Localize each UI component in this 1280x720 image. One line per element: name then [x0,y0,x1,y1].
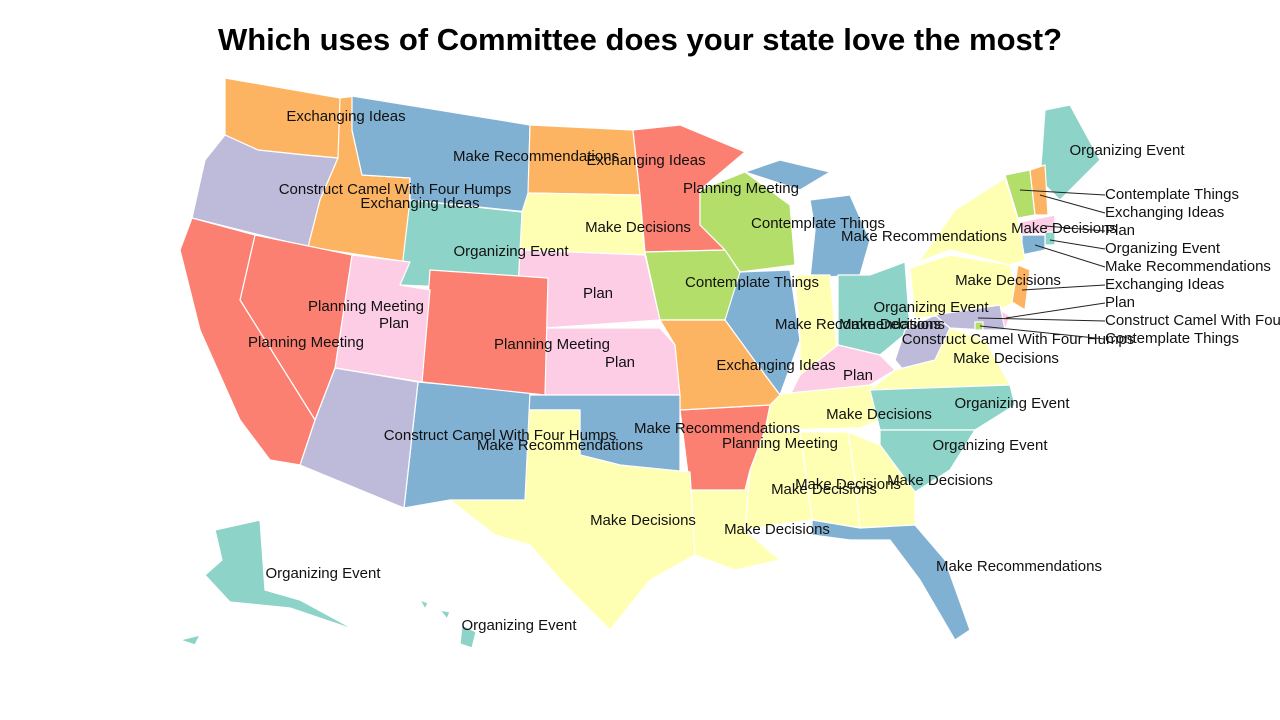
region-label: Make Decisions [955,272,1061,289]
region-label: Plan [379,315,409,332]
region-label: Make Recommendations [841,228,1007,245]
region-label: Construct Camel With Four Humps [279,181,512,198]
leader-line [1019,189,1106,196]
region-label: Contemplate Things [1105,330,1239,347]
leader-line [1039,194,1106,214]
region-label: Make Recommendations [477,437,643,454]
region [974,321,984,331]
leader-line [979,325,1106,340]
region-label: Make Decisions [585,219,691,236]
region-label: Exchanging Ideas [1105,204,1224,221]
region-label: Contemplate Things [685,274,819,291]
region-label: Planning Meeting [683,180,799,197]
region-label: Make Recommendations [775,316,941,333]
region-label: Organizing Event [461,617,577,634]
region-label: Make Decisions [887,472,993,489]
region-label: Exchanging Ideas [360,195,479,212]
region-label: Organizing Event [932,437,1048,454]
region-label: Construct Camel With Four Humps [1105,312,1280,329]
region-label: Make Decisions [839,316,945,333]
leader-line [1021,284,1106,291]
region [811,519,971,641]
region-label: Make Decisions [590,512,696,529]
leader-line [1049,239,1106,250]
region [419,599,429,610]
region [699,171,796,273]
region-label: Make Recommendations [634,420,800,437]
region-label: Make Decisions [826,406,932,423]
region [439,609,451,620]
region [744,159,831,191]
region [934,304,1006,331]
region-label: Make Recommendations [1105,258,1271,275]
region-label: Make Decisions [724,521,830,538]
region-label: Contemplate Things [1105,186,1239,203]
region [1021,234,1046,256]
region-label: Plan [1105,294,1135,311]
region-label: Organizing Event [1105,240,1221,257]
region-label: Planning Meeting [494,336,610,353]
leader-line [1034,244,1106,268]
region [179,217,316,466]
region-label: Exchanging Ideas [286,108,405,125]
region [204,519,356,631]
region-label: Make Decisions [795,476,901,493]
region-label: Organizing Event [954,395,1070,412]
region-label: Construct Camel With Four Humps [384,427,617,444]
region-label: Make Recommendations [936,558,1102,575]
map-title: Which uses of Committee does your state … [218,22,1062,57]
region-label: Organizing Event [873,299,989,316]
region-label: Organizing Event [1069,142,1185,159]
region-label: Plan [843,367,873,384]
region-label: Make Decisions [953,350,1059,367]
region-label: Exchanging Ideas [1105,276,1224,293]
region [917,177,1026,266]
region-label: Contemplate Things [751,215,885,232]
leader-line [977,317,1106,322]
region-label: Exchanging Ideas [586,152,705,169]
region-label: Make Recommendations [453,148,619,165]
region [449,409,696,631]
region-label: Make Decisions [1011,220,1117,237]
region-label: Planning Meeting [722,435,838,452]
region-label: Planning Meeting [248,334,364,351]
region [459,624,477,649]
leader-line [1005,302,1106,319]
region-label: Construct Camel With Four Humps [902,331,1135,348]
region-label: Planning Meeting [308,298,424,315]
region-label: Plan [605,354,635,371]
leader-line [1044,225,1106,232]
region [1029,164,1049,216]
region [869,384,1016,431]
region [421,269,549,396]
region-label: Make Decisions [771,481,877,498]
region-label: Plan [1105,222,1135,239]
region [179,634,201,646]
region [1011,264,1031,311]
region-label: Organizing Event [265,565,381,582]
region-label: Organizing Event [453,243,569,260]
region-label: Plan [583,285,613,302]
region-label: Exchanging Ideas [716,357,835,374]
